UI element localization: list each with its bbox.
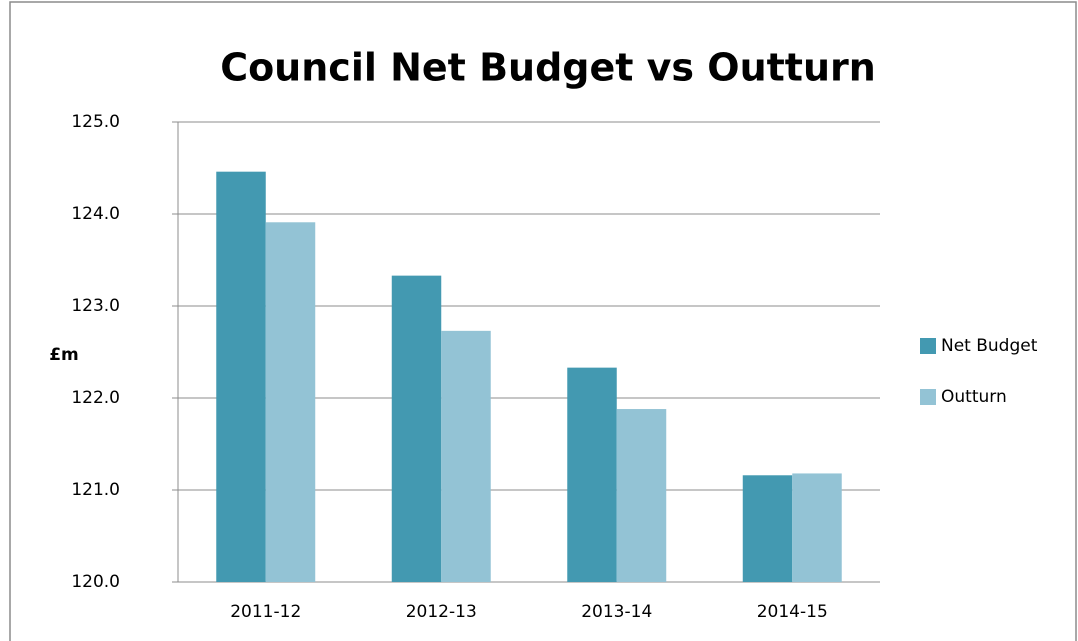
y-tick-label: 120.0: [71, 572, 120, 592]
y-tick-label: 124.0: [71, 204, 120, 224]
y-tick-label: 122.0: [71, 388, 120, 408]
bar: [616, 409, 667, 582]
x-tick-label: 2012-13: [406, 602, 477, 622]
y-axis-title: £m: [49, 345, 79, 365]
legend-swatch: [920, 338, 936, 354]
bar: [216, 171, 266, 582]
bar: [441, 330, 491, 582]
y-tick-label: 123.0: [71, 296, 120, 316]
legend-label: Outturn: [941, 387, 1007, 407]
legend-swatch: [920, 389, 936, 405]
bar: [567, 367, 617, 582]
chart-title: Council Net Budget vs Outturn: [220, 46, 876, 90]
x-tick-label: 2014-15: [757, 602, 828, 622]
bar: [742, 475, 793, 582]
bar: [265, 222, 316, 582]
x-tick-label: 2013-14: [581, 602, 652, 622]
legend-label: Net Budget: [941, 336, 1038, 356]
bar: [391, 275, 442, 582]
bar: [792, 473, 842, 582]
y-tick-label: 121.0: [71, 480, 120, 500]
x-tick-label: 2011-12: [230, 602, 301, 622]
y-tick-label: 125.0: [71, 112, 120, 132]
chart-border: [9, 1, 1077, 641]
